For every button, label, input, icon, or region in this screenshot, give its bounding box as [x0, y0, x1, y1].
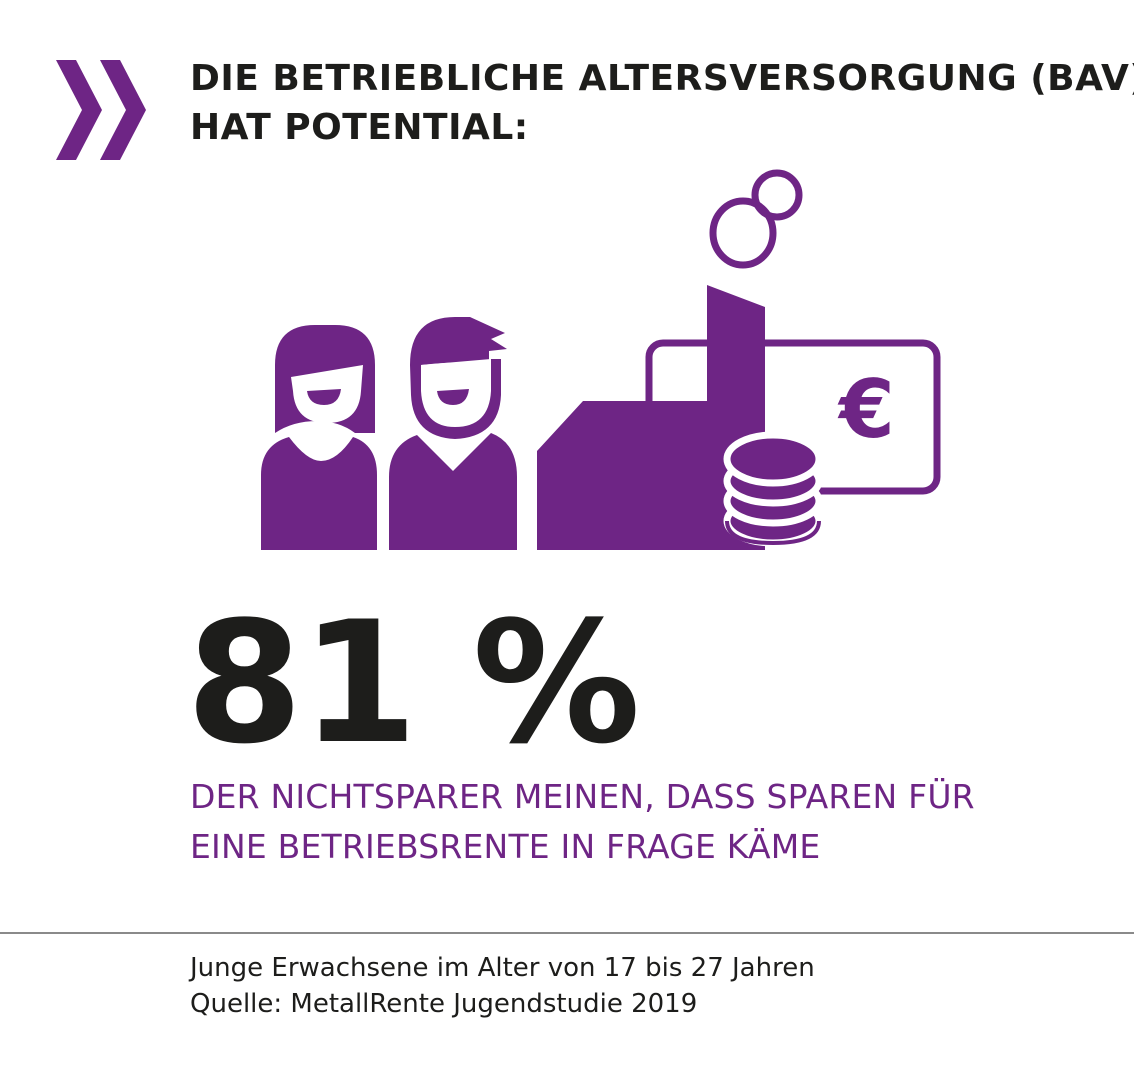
- smoke-bubbles-icon: [709, 169, 803, 269]
- currency-symbol: €: [837, 363, 895, 456]
- statement: DER NICHTSPARER MEINEN, DASS SPAREN FÜR …: [190, 772, 1090, 872]
- woman-icon: [261, 325, 377, 550]
- illustration: €: [261, 169, 941, 550]
- source-footer: Junge Erwachsene im Alter von 17 bis 27 …: [190, 950, 1090, 1022]
- footer-note: Junge Erwachsene im Alter von 17 bis 27 …: [190, 953, 815, 983]
- footer-source: Quelle: MetallRente Jugendstudie 2019: [190, 989, 698, 1019]
- headline-line-2: HAT POTENTIAL:: [190, 107, 529, 148]
- chevron-double-icon: [56, 60, 146, 160]
- statement-line-2: EINE BETRIEBSRENTE IN FRAGE KÄME: [190, 827, 821, 866]
- coin-stack-icon: [723, 431, 823, 547]
- factory-icon: [537, 285, 765, 550]
- statement-line-1: DER NICHTSPARER MEINEN, DASS SPAREN FÜR: [190, 777, 975, 816]
- statistic-value: 81 %: [186, 585, 641, 781]
- headline: DIE BETRIEBLICHE ALTERSVERSORGUNG (BAV) …: [190, 54, 1134, 152]
- man-icon: [389, 317, 517, 550]
- divider: [0, 932, 1134, 934]
- headline-line-1: DIE BETRIEBLICHE ALTERSVERSORGUNG (BAV): [190, 58, 1134, 99]
